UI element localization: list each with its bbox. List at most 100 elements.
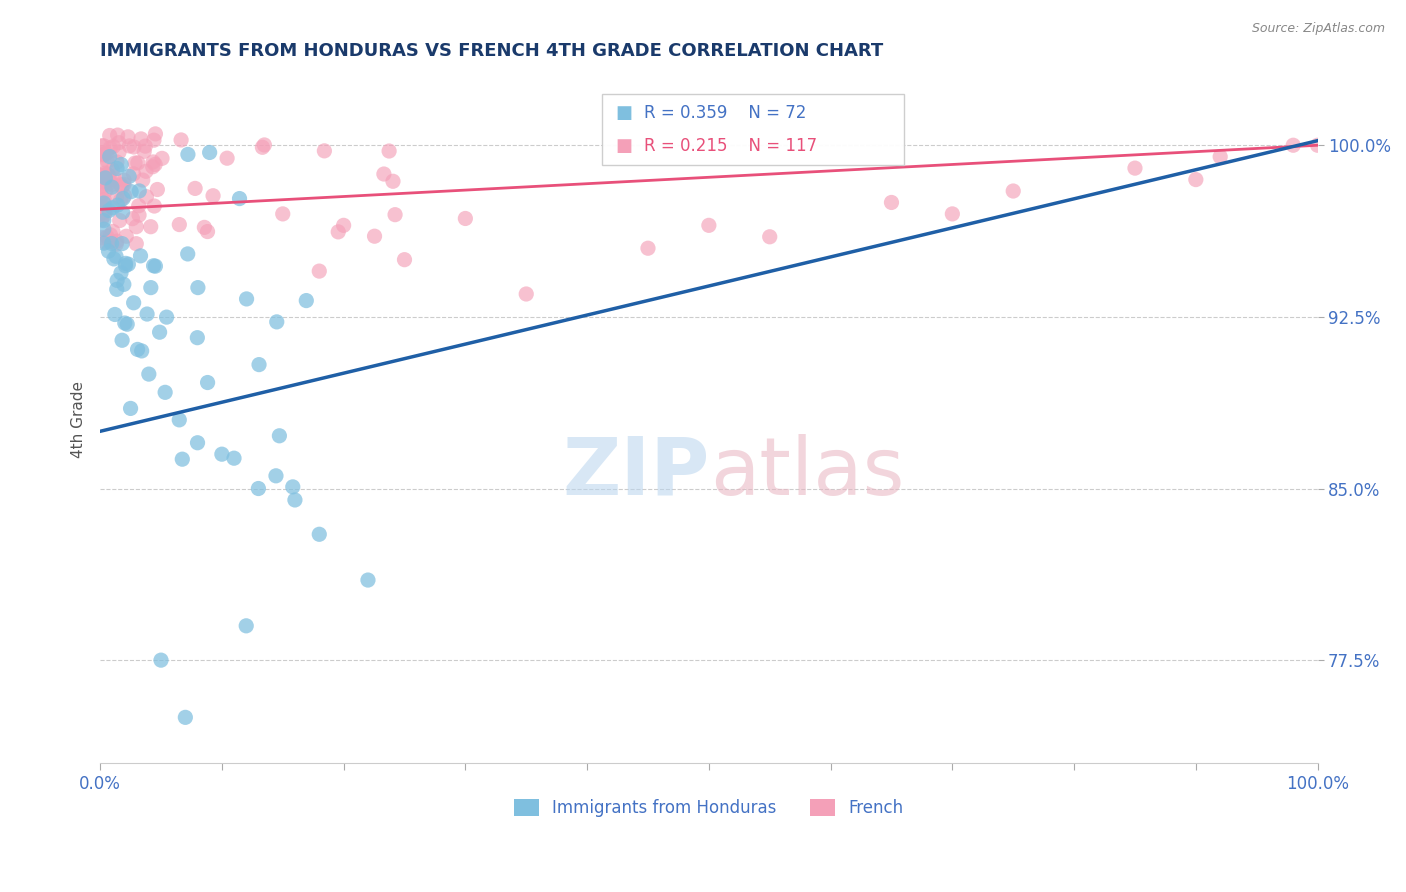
- Point: [98, 141, 121, 155]
- Point: [1209, 150, 1232, 164]
- Point: [101, 178, 124, 192]
- Point: [1002, 184, 1025, 198]
- Point: [93, 197, 115, 211]
- Point: [115, 317, 138, 331]
- Point: [96, 230, 118, 244]
- Point: [108, 136, 131, 150]
- Point: [357, 573, 380, 587]
- Point: [394, 252, 416, 267]
- Point: [1123, 161, 1146, 175]
- Point: [127, 343, 149, 357]
- Point: [105, 155, 128, 169]
- Point: [142, 155, 165, 169]
- Legend: Immigrants from Honduras, French: Immigrants from Honduras, French: [508, 792, 910, 823]
- Point: [295, 293, 318, 308]
- Point: [139, 280, 162, 294]
- Point: [94, 170, 117, 185]
- Point: [143, 199, 166, 213]
- Text: IMMIGRANTS FROM HONDURAS VS FRENCH 4TH GRADE CORRELATION CHART: IMMIGRANTS FROM HONDURAS VS FRENCH 4TH G…: [100, 42, 883, 60]
- Point: [637, 241, 659, 255]
- Y-axis label: 4th Grade: 4th Grade: [72, 382, 86, 458]
- Text: ■: ■: [616, 104, 633, 122]
- Point: [198, 145, 221, 160]
- Point: [90, 206, 112, 220]
- Point: [108, 213, 131, 227]
- Point: [252, 140, 274, 154]
- Text: R = 0.215    N = 117: R = 0.215 N = 117: [644, 136, 817, 154]
- Point: [107, 198, 129, 212]
- Point: [118, 139, 141, 153]
- Point: [153, 385, 176, 400]
- Text: atlas: atlas: [710, 434, 904, 512]
- Point: [111, 236, 134, 251]
- Point: [101, 224, 124, 238]
- Point: [96, 154, 118, 169]
- Point: [96, 172, 118, 186]
- Point: [105, 249, 128, 263]
- Point: [114, 316, 136, 330]
- Point: [150, 653, 173, 667]
- Point: [93, 173, 115, 187]
- Point: [91, 147, 114, 161]
- Point: [111, 205, 134, 219]
- Point: [105, 282, 128, 296]
- Point: [135, 164, 157, 178]
- Point: [880, 195, 903, 210]
- Point: [172, 452, 194, 467]
- Point: [202, 188, 225, 202]
- Point: [98, 173, 121, 187]
- Point: [142, 133, 165, 147]
- Point: [128, 199, 150, 213]
- Point: [145, 127, 167, 141]
- Point: [142, 259, 165, 273]
- Point: [112, 191, 135, 205]
- Point: [105, 234, 128, 248]
- Point: [90, 179, 112, 194]
- Point: [132, 173, 155, 187]
- Point: [135, 189, 157, 203]
- Point: [174, 710, 197, 724]
- Text: ■: ■: [616, 136, 633, 154]
- Point: [91, 205, 114, 219]
- Point: [114, 259, 136, 273]
- Point: [120, 401, 142, 416]
- Text: Source: ZipAtlas.com: Source: ZipAtlas.com: [1251, 22, 1385, 36]
- Point: [139, 219, 162, 234]
- Point: [328, 225, 350, 239]
- Point: [121, 211, 143, 226]
- Point: [94, 184, 117, 198]
- Point: [90, 213, 112, 227]
- Point: [758, 229, 780, 244]
- Point: [149, 325, 172, 339]
- Point: [107, 128, 129, 142]
- Point: [97, 177, 120, 191]
- Point: [150, 152, 173, 166]
- Point: [235, 292, 257, 306]
- Point: [110, 157, 132, 171]
- Point: [1306, 138, 1329, 153]
- Point: [101, 180, 124, 194]
- Point: [197, 225, 219, 239]
- Point: [217, 151, 239, 165]
- Point: [266, 315, 288, 329]
- Point: [94, 166, 117, 180]
- Point: [93, 138, 115, 153]
- Point: [271, 207, 294, 221]
- Point: [122, 295, 145, 310]
- Point: [129, 132, 152, 146]
- Point: [93, 193, 115, 207]
- Point: [104, 308, 127, 322]
- Point: [186, 331, 208, 345]
- Point: [110, 193, 132, 207]
- Point: [197, 376, 219, 390]
- Point: [93, 208, 115, 222]
- Point: [125, 219, 148, 234]
- Point: [193, 220, 215, 235]
- Point: [93, 236, 115, 251]
- Point: [131, 343, 153, 358]
- Point: [373, 167, 395, 181]
- Point: [90, 155, 112, 169]
- Point: [127, 156, 149, 170]
- Point: [284, 492, 307, 507]
- Point: [111, 179, 134, 194]
